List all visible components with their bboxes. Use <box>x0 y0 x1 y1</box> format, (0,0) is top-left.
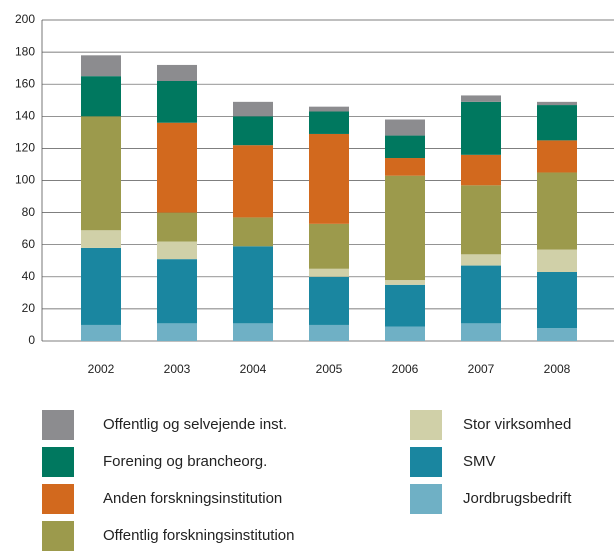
legend-label: Jordbrugsbedrift <box>463 490 572 507</box>
legend-swatch <box>410 410 442 440</box>
legend-label: Anden forskningsinstitution <box>103 490 282 507</box>
bar-segment <box>385 135 425 159</box>
legend-label: Forening og brancheorg. <box>103 453 267 470</box>
bar-segment <box>157 212 197 242</box>
bar-segment <box>537 105 577 141</box>
bar-segment <box>309 133 349 224</box>
x-tick-label: 2002 <box>88 362 115 376</box>
bar-segment <box>233 145 273 218</box>
bar-segment <box>461 265 501 324</box>
bar-segment <box>461 254 501 266</box>
bar-segment <box>309 111 349 134</box>
bar-segment <box>233 323 273 341</box>
y-tick-label: 180 <box>15 44 35 58</box>
bar-segment <box>81 116 121 231</box>
y-tick-label: 120 <box>15 141 35 155</box>
legend-swatch <box>42 447 74 477</box>
x-tick-label: 2003 <box>164 362 191 376</box>
bar-segment <box>537 101 577 106</box>
bar-segment <box>81 55 121 77</box>
bar-segment <box>157 122 197 213</box>
bar-segment <box>461 185 501 255</box>
x-tick-label: 2006 <box>392 362 419 376</box>
bar-segment <box>309 106 349 112</box>
bar-segment <box>81 247 121 325</box>
bar-segment <box>233 217 273 247</box>
bar-segment <box>81 324 121 341</box>
bar-segment <box>157 323 197 341</box>
bar-segment <box>461 95 501 102</box>
bar-segment <box>537 271 577 329</box>
bar-segment <box>385 326 425 341</box>
bar-segment <box>157 241 197 260</box>
bar-segment <box>385 175 425 281</box>
bar-segment <box>537 172 577 250</box>
bar-segment <box>157 259 197 324</box>
x-tick-label: 2008 <box>544 362 571 376</box>
bar-segment <box>233 101 273 117</box>
bar-segment <box>309 268 349 277</box>
y-tick-label: 40 <box>22 269 36 283</box>
bar-segment <box>461 154 501 186</box>
bar-segment <box>309 276 349 325</box>
y-tick-label: 100 <box>15 173 35 187</box>
bar-segment <box>309 223 349 269</box>
bar-segment <box>537 249 577 272</box>
legend-label: Offentlig og selvejende inst. <box>103 416 287 433</box>
legend-swatch <box>42 521 74 551</box>
bar-segment <box>385 280 425 285</box>
bar-segment <box>157 64 197 81</box>
legend-swatch <box>42 484 74 514</box>
bar-segment <box>385 119 425 136</box>
x-tick-label: 2005 <box>316 362 343 376</box>
y-tick-label: 200 <box>15 12 35 26</box>
bar-segment <box>385 284 425 327</box>
legend-swatch <box>410 484 442 514</box>
y-tick-label: 0 <box>28 333 35 347</box>
bar-segment <box>461 323 501 341</box>
bar-segment <box>157 80 197 123</box>
bar-segment <box>461 101 501 155</box>
bar-segment <box>309 324 349 341</box>
bar-segment <box>385 158 425 176</box>
y-tick-label: 20 <box>22 301 36 315</box>
legend-label: SMV <box>463 453 496 470</box>
x-tick-label: 2007 <box>468 362 495 376</box>
bar-segment <box>537 328 577 341</box>
bar-segment <box>537 140 577 173</box>
bar-segment <box>81 230 121 248</box>
bar-segment <box>233 116 273 146</box>
y-tick-label: 60 <box>22 237 36 251</box>
legend-swatch <box>42 410 74 440</box>
bar-segment <box>81 76 121 117</box>
bar-segment <box>233 246 273 324</box>
x-tick-label: 2004 <box>240 362 267 376</box>
legend-swatch <box>410 447 442 477</box>
legend-label: Stor virksomhed <box>463 416 571 433</box>
y-tick-label: 80 <box>22 205 36 219</box>
y-tick-label: 160 <box>15 76 35 90</box>
legend-label: Offentlig forskningsinstitution <box>103 527 295 544</box>
y-tick-label: 140 <box>15 108 35 122</box>
